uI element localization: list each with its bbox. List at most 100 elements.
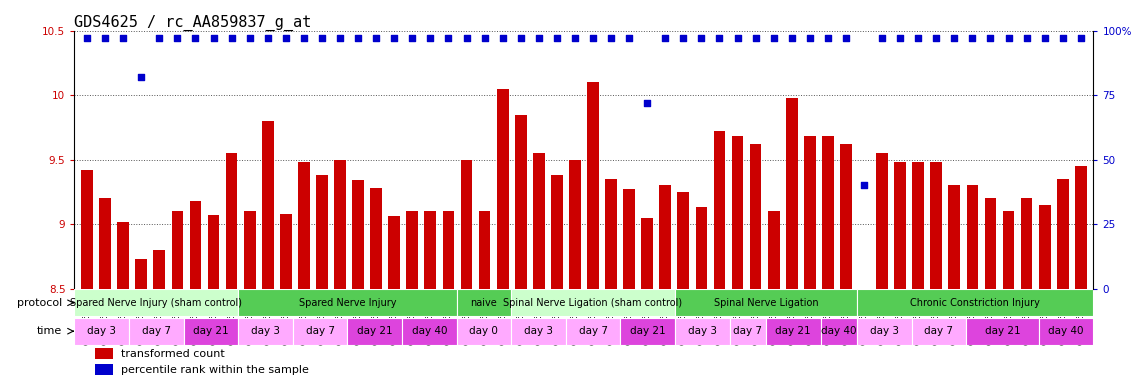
Bar xyxy=(279,214,292,289)
Bar xyxy=(713,131,725,289)
Bar xyxy=(732,136,743,289)
Text: day 7: day 7 xyxy=(142,326,171,336)
Bar xyxy=(129,318,183,345)
Bar xyxy=(1075,166,1087,289)
Point xyxy=(475,35,493,41)
Bar xyxy=(566,318,621,345)
Text: day 21: day 21 xyxy=(357,326,393,336)
Point xyxy=(114,35,133,41)
Point xyxy=(530,35,548,41)
Bar xyxy=(674,289,856,316)
Bar xyxy=(587,82,599,289)
Bar xyxy=(100,199,111,289)
Point xyxy=(259,35,277,41)
Bar xyxy=(532,153,545,289)
Bar xyxy=(316,175,327,289)
Point xyxy=(891,35,909,41)
Bar xyxy=(457,318,511,345)
Text: naive: naive xyxy=(471,298,497,308)
Text: Spinal Nerve Ligation: Spinal Nerve Ligation xyxy=(713,298,819,308)
Bar xyxy=(1039,318,1093,345)
Point xyxy=(168,35,187,41)
Bar xyxy=(238,289,457,316)
Bar xyxy=(966,318,1039,345)
Bar xyxy=(911,318,966,345)
Bar xyxy=(95,364,113,375)
Point xyxy=(331,35,349,41)
Text: Chronic Constriction Injury: Chronic Constriction Injury xyxy=(910,298,1040,308)
Point xyxy=(747,35,765,41)
Point xyxy=(656,35,674,41)
Point xyxy=(602,35,621,41)
Bar xyxy=(153,250,165,289)
Text: Spared Nerve Injury: Spared Nerve Injury xyxy=(299,298,396,308)
Bar xyxy=(621,318,674,345)
Bar xyxy=(244,211,255,289)
Bar xyxy=(1003,211,1014,289)
Point xyxy=(240,35,259,41)
Text: transformed count: transformed count xyxy=(121,349,226,359)
Text: Spared Nerve Injury (sham control): Spared Nerve Injury (sham control) xyxy=(70,298,243,308)
Point xyxy=(294,35,313,41)
Point xyxy=(457,35,475,41)
Bar xyxy=(81,170,93,289)
Text: protocol: protocol xyxy=(17,298,62,308)
Bar xyxy=(479,211,490,289)
Point xyxy=(403,35,421,41)
Bar xyxy=(623,189,635,289)
Bar xyxy=(511,318,566,345)
Text: day 21: day 21 xyxy=(630,326,665,336)
Bar xyxy=(353,180,364,289)
Bar xyxy=(347,318,402,345)
Point xyxy=(837,35,855,41)
Point xyxy=(584,35,602,41)
Text: percentile rank within the sample: percentile rank within the sample xyxy=(121,364,309,374)
Point xyxy=(368,35,386,41)
Text: day 3: day 3 xyxy=(524,326,553,336)
Bar xyxy=(293,318,347,345)
Bar xyxy=(74,289,238,316)
Point xyxy=(547,35,566,41)
Point xyxy=(440,35,458,41)
Bar xyxy=(674,318,729,345)
Point xyxy=(693,35,711,41)
Bar xyxy=(894,162,906,289)
Bar xyxy=(406,211,418,289)
Bar xyxy=(858,289,870,325)
Text: day 0: day 0 xyxy=(469,326,498,336)
Bar xyxy=(1020,199,1033,289)
Bar xyxy=(931,162,942,289)
Text: day 7: day 7 xyxy=(306,326,334,336)
Bar xyxy=(660,185,671,289)
Point xyxy=(150,35,168,41)
Point xyxy=(872,35,891,41)
Point xyxy=(710,35,728,41)
Bar xyxy=(460,160,473,289)
Text: day 21: day 21 xyxy=(775,326,811,336)
Point xyxy=(132,74,150,80)
Point xyxy=(1000,35,1018,41)
Point xyxy=(1053,35,1072,41)
Bar xyxy=(695,207,708,289)
Bar xyxy=(678,192,689,289)
Point xyxy=(96,35,114,41)
Bar xyxy=(641,218,653,289)
Bar xyxy=(425,211,436,289)
Point xyxy=(819,35,837,41)
Bar xyxy=(876,153,889,289)
Point xyxy=(222,35,240,41)
Bar xyxy=(117,222,129,289)
Bar xyxy=(913,162,924,289)
Text: day 3: day 3 xyxy=(870,326,899,336)
Bar xyxy=(388,217,400,289)
Point xyxy=(421,35,440,41)
Bar xyxy=(457,289,511,316)
Bar xyxy=(821,318,856,345)
Point xyxy=(78,35,96,41)
Point xyxy=(277,35,295,41)
Point xyxy=(963,35,981,41)
Text: GDS4625 / rc_AA859837_g_at: GDS4625 / rc_AA859837_g_at xyxy=(74,15,311,31)
Point xyxy=(945,35,963,41)
Bar xyxy=(511,289,674,316)
Bar xyxy=(766,318,821,345)
